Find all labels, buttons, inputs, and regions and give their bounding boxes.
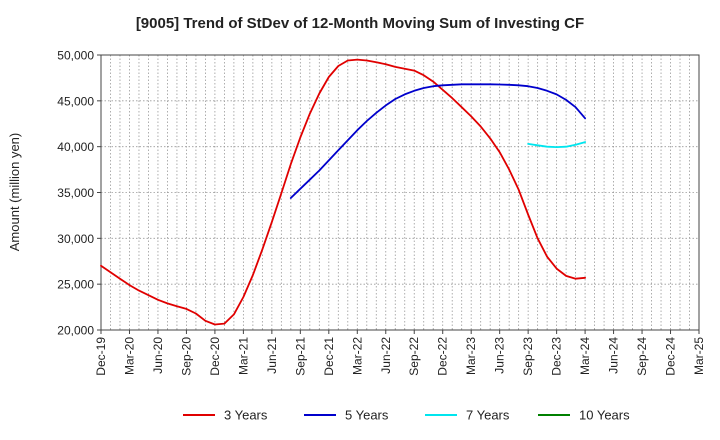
x-tick-label: Jun-24 (607, 337, 621, 374)
x-tick-label: Jun-23 (493, 337, 507, 374)
x-tick-label: Sep-22 (407, 337, 421, 376)
x-tick-label: Dec-20 (208, 337, 222, 376)
series-lines (100, 58, 586, 326)
x-tick-label: Mar-20 (122, 337, 136, 375)
x-tick-label: Dec-21 (322, 337, 336, 376)
x-tick-label: Mar-24 (578, 337, 592, 375)
legend-label-3-years: 3 Years (224, 408, 268, 423)
x-axis: Dec-19 Mar-20 Jun-20 Sep-20 Dec-20 Mar-21 Jun-… (94, 330, 706, 376)
y-axis: 20,000 25,000 30,000 35,000 40,000 45,000 50,0… (57, 49, 101, 338)
series-line-3-years (100, 58, 586, 326)
y-tick-label: 30,000 (57, 232, 94, 246)
x-tick-label: Sep-24 (635, 337, 649, 376)
y-tick-label: 40,000 (57, 140, 94, 154)
legend-label-7-years: 7 Years (466, 408, 510, 423)
legend-label-5-years: 5 Years (345, 408, 389, 423)
x-tick-label: Mar-23 (464, 337, 478, 375)
x-tick-label: Jun-21 (265, 337, 279, 374)
x-tick-label: Sep-23 (521, 337, 535, 376)
x-tick-label: Mar-25 (692, 337, 706, 375)
x-tick-label: Dec-23 (550, 337, 564, 376)
x-tick-label: Sep-20 (179, 337, 193, 376)
series-line-7-years (527, 141, 586, 149)
y-tick-label: 20,000 (57, 324, 94, 338)
y-axis-label: Amount (million yen) (7, 133, 22, 252)
x-tick-label: Dec-22 (436, 337, 450, 376)
y-tick-label: 45,000 (57, 94, 94, 108)
x-tick-label: Jun-20 (151, 337, 165, 374)
legend-label-10-years: 10 Years (579, 408, 630, 423)
x-tick-label: Mar-22 (350, 337, 364, 375)
x-tick-label: Sep-21 (293, 337, 307, 376)
legend: 3 Years 5 Years 7 Years 10 Years (183, 408, 630, 423)
x-tick-label: Jun-22 (379, 337, 393, 374)
x-tick-label: Dec-19 (94, 337, 108, 376)
y-tick-label: 35,000 (57, 186, 94, 200)
series-line-5-years (289, 83, 586, 199)
x-tick-label: Dec-24 (664, 337, 678, 376)
x-tick-label: Mar-21 (236, 337, 250, 375)
y-tick-label: 50,000 (57, 49, 94, 63)
y-tick-label: 25,000 (57, 278, 94, 292)
chart-title: [9005] Trend of StDev of 12-Month Moving… (136, 15, 584, 32)
